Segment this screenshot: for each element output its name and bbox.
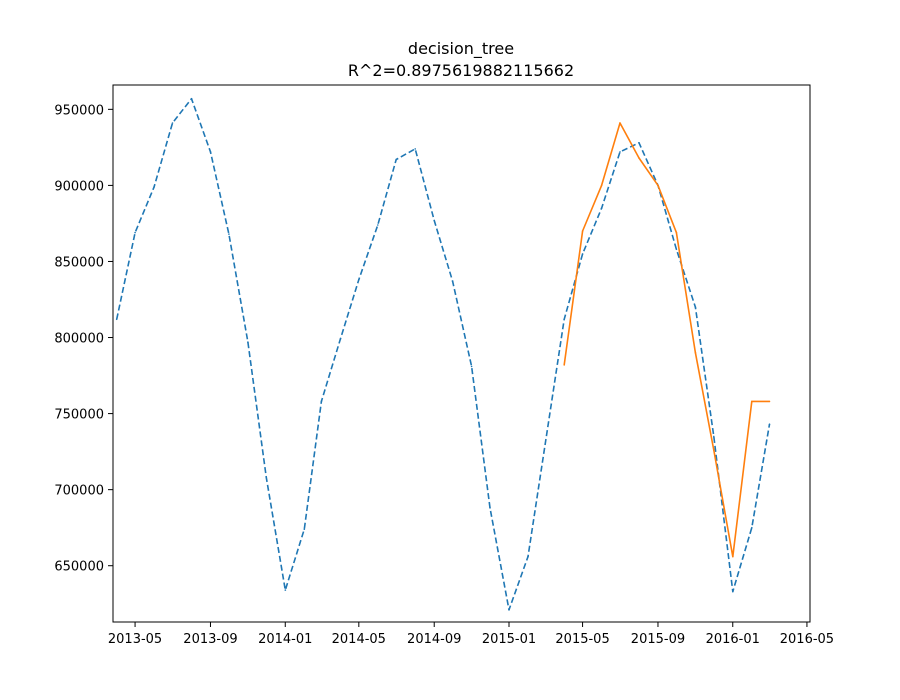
- data-point: [320, 400, 323, 403]
- data-point: [433, 219, 436, 222]
- x-tick-label: 2013-09: [183, 632, 237, 647]
- data-point: [675, 248, 678, 251]
- data-point: [732, 555, 734, 558]
- data-point: [600, 184, 603, 187]
- data-point: [134, 231, 136, 234]
- data-point: [768, 400, 771, 403]
- data-point: [581, 253, 584, 255]
- data-point: [544, 443, 546, 445]
- data-point: [190, 97, 193, 100]
- y-tick-label: 750000: [54, 408, 104, 423]
- y-tick-label: 700000: [54, 484, 104, 499]
- data-point: [732, 590, 734, 593]
- data-point: [470, 365, 473, 368]
- data-point: [377, 224, 379, 226]
- data-point: [657, 184, 659, 187]
- data-point: [619, 151, 621, 153]
- data-point: [489, 507, 491, 509]
- data-point: [358, 278, 360, 281]
- data-point: [694, 306, 697, 308]
- y-tick-label: 650000: [54, 560, 104, 575]
- data-point: [247, 341, 249, 343]
- data-point: [228, 233, 230, 235]
- data-point: [675, 231, 678, 234]
- x-tick-label: 2015-09: [631, 632, 685, 647]
- x-tick-label: 2016-05: [780, 632, 834, 647]
- data-point: [619, 122, 621, 124]
- y-tick-label: 900000: [54, 179, 104, 194]
- data-point: [414, 148, 417, 150]
- data-point: [713, 449, 715, 451]
- y-tick-label: 800000: [54, 332, 104, 347]
- data-point: [694, 351, 697, 354]
- data-point: [638, 157, 640, 159]
- chart-title: decision_tree: [408, 39, 514, 59]
- data-point: [339, 338, 342, 340]
- series-line-solid: [563, 122, 770, 558]
- data-point: [527, 555, 529, 558]
- x-tick-label: 2015-01: [482, 632, 536, 647]
- series-line-dashed: [115, 97, 771, 611]
- y-axis-ticks: 650000 700000 750000 800000 850000 900000 9500…: [54, 103, 113, 575]
- x-tick-label: 2014-05: [332, 632, 386, 647]
- data-point: [508, 609, 510, 611]
- data-point: [171, 122, 174, 124]
- data-point: [751, 400, 753, 403]
- chart-subtitle: R^2=0.8975619882115662: [348, 61, 574, 80]
- data-point: [115, 318, 118, 321]
- data-point: [638, 142, 640, 144]
- data-point: [451, 280, 454, 283]
- x-tick-label: 2013-05: [108, 632, 162, 647]
- data-point: [581, 230, 584, 232]
- y-tick-label: 950000: [54, 103, 104, 118]
- data-point: [395, 158, 398, 161]
- data-point: [563, 364, 565, 366]
- data-point: [563, 318, 565, 321]
- data-point: [303, 528, 306, 530]
- data-point: [600, 207, 603, 209]
- plot-area-frame: [112, 84, 811, 623]
- data-point: [265, 476, 268, 479]
- data-point: [284, 589, 287, 591]
- data-point: [713, 435, 715, 438]
- x-tick-label: 2014-09: [407, 632, 461, 647]
- x-axis-ticks: 2013-05 2013-09 2014-01 2014-05 2014-09 2015-…: [108, 622, 834, 647]
- x-tick-label: 2016-01: [706, 632, 760, 647]
- data-point: [209, 151, 212, 153]
- x-tick-label: 2014-01: [258, 632, 312, 647]
- plot-series: [115, 97, 771, 611]
- x-tick-label: 2015-05: [555, 632, 609, 647]
- data-point: [768, 423, 771, 426]
- data-point: [153, 186, 155, 188]
- y-tick-label: 850000: [54, 255, 104, 270]
- data-point: [751, 526, 753, 529]
